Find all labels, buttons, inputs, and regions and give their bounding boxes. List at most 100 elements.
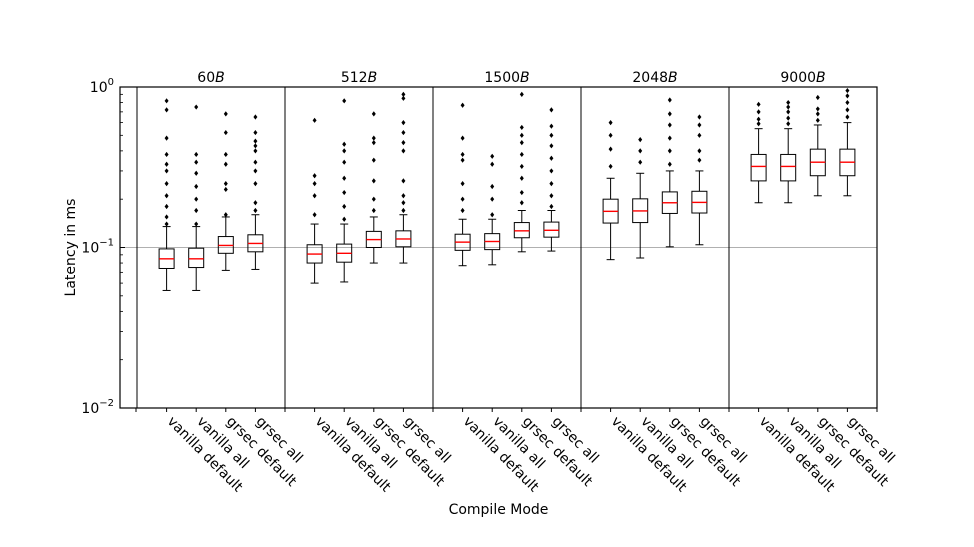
box-1500-grsec-default <box>513 91 530 253</box>
outlier-point <box>697 114 702 120</box>
outlier-point <box>194 183 199 190</box>
outlier-point <box>342 203 347 210</box>
outlier-point <box>756 101 761 107</box>
y-tick-label: 100 <box>90 77 114 96</box>
group-title: 60B <box>197 70 224 86</box>
outlier-point <box>756 109 761 115</box>
outlier-point <box>312 181 317 187</box>
group-unit: B <box>668 70 678 86</box>
outlier-point <box>253 207 258 214</box>
outlier-point <box>460 181 465 187</box>
outlier-point <box>490 196 495 202</box>
outlier-point <box>638 137 643 143</box>
outlier-point <box>667 148 672 154</box>
box-9000-vanilla-all <box>780 99 797 204</box>
box-512-grsec-default <box>365 111 382 264</box>
box-512-vanilla-default <box>306 117 323 284</box>
outlier-point <box>815 111 820 117</box>
outlier-point <box>312 173 317 179</box>
outlier-point <box>815 94 820 101</box>
box-1500-grsec-all <box>543 107 560 252</box>
outlier-point <box>697 148 702 154</box>
outlier-point <box>519 132 524 138</box>
outlier-point <box>401 95 406 101</box>
outlier-point <box>342 189 347 196</box>
outlier-point <box>371 196 376 202</box>
outlier-point <box>164 203 169 210</box>
outlier-point <box>253 143 258 149</box>
outlier-point <box>342 159 347 165</box>
outlier-point <box>519 175 524 181</box>
y-tick-base: 10 <box>90 80 108 96</box>
outlier-point <box>697 122 702 128</box>
outlier-point <box>815 106 820 112</box>
x-axis-label: Compile Mode <box>449 502 549 518</box>
outlier-point <box>194 151 199 158</box>
y-tick-base: 10 <box>81 401 99 417</box>
outlier-point <box>164 181 169 187</box>
outlier-point <box>223 151 228 158</box>
outlier-point <box>608 132 613 138</box>
outlier-point <box>253 148 258 154</box>
group-size: 512 <box>341 70 368 86</box>
outlier-point <box>164 161 169 167</box>
y-tick-label: 10−1 <box>81 238 114 257</box>
group-unit: B <box>816 70 826 86</box>
group-panels: 60B 512B 1500B 2048B 9000B <box>136 70 878 408</box>
outlier-point <box>194 170 199 176</box>
outlier-point <box>194 196 199 202</box>
outlier-point <box>519 124 524 131</box>
outlier-point <box>164 214 169 220</box>
outlier-point <box>667 161 672 167</box>
outlier-point <box>194 221 199 227</box>
group-unit: B <box>520 70 530 86</box>
outlier-point <box>223 181 228 187</box>
y-axis-label: Latency in ms <box>63 199 79 297</box>
outlier-point <box>194 104 199 110</box>
y-tick-exponent: 0 <box>108 77 114 88</box>
outlier-point <box>667 135 672 141</box>
outlier-point <box>342 216 347 222</box>
outlier-point <box>549 168 554 174</box>
group-size: 60 <box>197 70 215 86</box>
outlier-point <box>756 116 761 122</box>
outlier-point <box>342 141 347 147</box>
outlier-point <box>223 212 228 218</box>
boxes-layer <box>158 87 856 291</box>
group-size: 1500 <box>484 70 520 86</box>
box-512-grsec-all <box>395 91 412 264</box>
box-9000-vanilla-default <box>750 101 767 204</box>
outlier-point <box>786 115 791 121</box>
outlier-point <box>549 181 554 187</box>
outlier-point <box>845 107 850 113</box>
box-2048-grsec-default <box>661 97 678 248</box>
outlier-point <box>253 159 258 165</box>
box-1500-vanilla-default <box>454 102 471 267</box>
outlier-point <box>460 196 465 202</box>
outlier-point <box>223 111 228 117</box>
outlier-point <box>519 151 524 158</box>
box-2048-vanilla-default <box>602 120 619 261</box>
outlier-point <box>845 93 850 99</box>
outlier-point <box>460 135 465 141</box>
outlier-point <box>401 120 406 126</box>
outlier-point <box>490 183 495 190</box>
outlier-point <box>401 140 406 146</box>
outlier-point <box>164 98 169 104</box>
outlier-point <box>371 111 376 117</box>
y-tick-exponent: −1 <box>99 238 114 249</box>
outlier-point <box>490 153 495 159</box>
outlier-point <box>667 97 672 103</box>
outlier-point <box>223 161 228 167</box>
outlier-point <box>194 207 199 214</box>
outlier-point <box>223 186 228 193</box>
outlier-point <box>253 168 258 174</box>
y-tick-base: 10 <box>81 241 99 257</box>
outlier-point <box>401 207 406 214</box>
outlier-point <box>519 189 524 196</box>
outlier-point <box>815 117 820 123</box>
outlier-point <box>253 200 258 206</box>
outlier-point <box>786 121 791 127</box>
